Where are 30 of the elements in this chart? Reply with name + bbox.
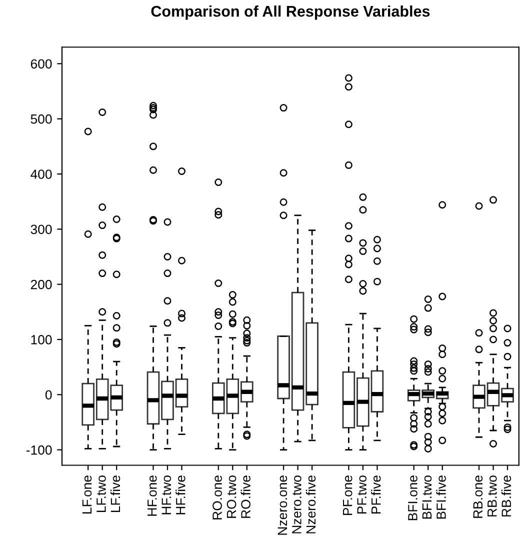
- x-tick-label: RO.two: [226, 476, 236, 518]
- x-tick-label: LF.five: [110, 476, 120, 512]
- x-tick-label: PF.two: [357, 476, 366, 514]
- y-tick-label: 0: [45, 390, 52, 400]
- y-tick-label: 300: [30, 224, 52, 234]
- x-tick-label: LF.two: [96, 476, 106, 512]
- x-tick-label: BFI.five: [436, 476, 446, 519]
- x-tick-label: LF.one: [82, 476, 92, 514]
- x-tick-label: Nzero.one: [278, 476, 288, 535]
- x-tick-label: Nzero.two: [292, 476, 302, 534]
- x-tick-label: HF.two: [162, 476, 172, 514]
- x-tick-label: RB.five: [501, 476, 512, 516]
- y-tick-label: -100: [26, 445, 52, 455]
- x-tick-label: PF.one: [343, 476, 352, 515]
- y-tick-label: 100: [31, 335, 52, 344]
- y-tick-label: 600: [30, 59, 52, 69]
- x-tick-label: RO.five: [240, 476, 250, 518]
- x-tick-label: PF.five: [371, 476, 381, 514]
- y-tick-label: 200: [30, 280, 52, 290]
- x-tick-label: BFI.one: [408, 476, 418, 520]
- x-tick-label: Nzero.five: [306, 476, 316, 534]
- x-tick-label: HF.five: [176, 476, 186, 514]
- y-tick-label: 400: [30, 170, 52, 179]
- x-tick-label: HF.one: [148, 476, 157, 516]
- x-tick-label: RB.one: [473, 476, 483, 518]
- x-tick-label: RB.two: [488, 476, 497, 516]
- x-tick-label: RO.one: [212, 476, 222, 520]
- y-tick-label: 500: [30, 114, 52, 124]
- chart-title: Comparison of All Response Variables: [151, 6, 430, 20]
- x-tick-label: BFI.two: [422, 476, 432, 519]
